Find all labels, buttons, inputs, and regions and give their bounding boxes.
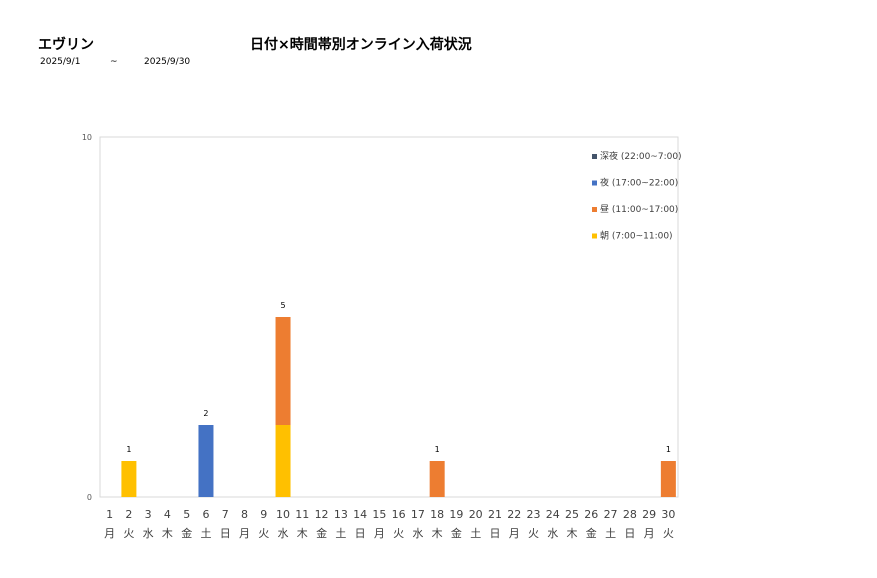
x-tick-day: 26 — [584, 508, 598, 521]
x-tick-day: 12 — [315, 508, 329, 521]
bar-segment — [275, 317, 291, 425]
x-tick-day: 21 — [488, 508, 502, 521]
x-tick-day: 25 — [565, 508, 579, 521]
x-axis: 1月2火3水4木5金6土7日8月9火10水11木12金13土14日15月16火1… — [104, 508, 675, 540]
legend-label: 深夜 (22:00~7:00) — [600, 150, 682, 162]
x-tick-day: 4 — [164, 508, 171, 521]
x-tick-day: 8 — [241, 508, 248, 521]
x-tick-weekday: 金 — [451, 526, 462, 540]
bar-segment — [275, 425, 291, 497]
x-tick-weekday: 日 — [355, 527, 366, 540]
bar-total-label: 1 — [435, 445, 440, 454]
bar-total-label: 5 — [280, 301, 285, 310]
x-tick-day: 10 — [276, 508, 290, 521]
date-separator: ~ — [110, 57, 118, 67]
page-title: 日付×時間帯別オンライン入荷状況 — [250, 37, 472, 53]
bar-segment — [429, 461, 445, 497]
x-tick-day: 9 — [260, 508, 267, 521]
bar-segment — [660, 461, 676, 497]
x-tick-day: 24 — [546, 508, 560, 521]
x-tick-day: 5 — [183, 508, 190, 521]
y-tick-label: 0 — [87, 493, 92, 502]
x-tick-day: 3 — [145, 508, 152, 521]
x-tick-day: 11 — [295, 508, 309, 521]
x-tick-day: 17 — [411, 508, 425, 521]
legend-label: 朝 (7:00~11:00) — [600, 231, 673, 242]
x-tick-weekday: 月 — [509, 527, 520, 540]
legend-swatch — [592, 154, 597, 159]
x-tick-weekday: 水 — [278, 527, 289, 540]
legend-swatch — [592, 180, 597, 186]
y-axis: 0 10 — [82, 133, 92, 502]
bars — [121, 317, 676, 497]
x-tick-weekday: 火 — [393, 527, 404, 540]
bar-segment — [198, 425, 214, 497]
x-tick-weekday: 月 — [239, 527, 250, 540]
x-tick-day: 23 — [527, 508, 541, 521]
date-from: 2025/9/1 — [40, 57, 81, 67]
x-tick-weekday: 木 — [162, 527, 173, 540]
x-tick-day: 7 — [222, 508, 229, 521]
x-tick-weekday: 木 — [297, 527, 308, 540]
x-tick-day: 1 — [106, 508, 113, 521]
x-tick-day: 16 — [392, 508, 406, 521]
x-tick-weekday: 水 — [412, 527, 423, 540]
x-tick-day: 27 — [604, 508, 618, 521]
bar-total-label: 2 — [203, 409, 208, 418]
store-name: エヴリン — [38, 37, 94, 53]
x-tick-day: 18 — [430, 508, 444, 521]
x-tick-weekday: 木 — [432, 527, 443, 540]
bar-total-label: 1 — [666, 445, 671, 454]
x-tick-weekday: 土 — [605, 527, 616, 540]
x-tick-day: 2 — [125, 508, 132, 521]
x-tick-day: 29 — [642, 508, 656, 521]
x-tick-weekday: 火 — [663, 527, 674, 540]
x-tick-day: 13 — [334, 508, 348, 521]
x-tick-weekday: 日 — [220, 527, 231, 540]
legend-swatch — [592, 233, 597, 239]
legend: 深夜 (22:00~7:00) 夜 (17:00~22:00) 昼 (11:00~1… — [592, 150, 682, 242]
x-tick-weekday: 土 — [335, 527, 346, 540]
legend-label: 昼 (11:00~17:00) — [600, 204, 678, 215]
x-tick-weekday: 金 — [316, 526, 327, 540]
legend-swatch — [592, 207, 597, 212]
x-tick-weekday: 火 — [528, 527, 539, 540]
plot-area — [99, 136, 679, 498]
bar-total-label: 1 — [126, 445, 131, 454]
x-tick-day: 30 — [661, 508, 675, 521]
y-tick-label: 10 — [82, 133, 92, 142]
x-tick-day: 19 — [449, 508, 463, 521]
x-tick-day: 28 — [623, 508, 637, 521]
legend-label: 夜 (17:00~22:00) — [600, 177, 678, 189]
x-tick-weekday: 金 — [586, 526, 597, 540]
x-tick-weekday: 月 — [374, 527, 385, 540]
x-tick-day: 15 — [372, 508, 386, 521]
x-tick-weekday: 月 — [644, 527, 655, 540]
x-tick-weekday: 火 — [123, 527, 134, 540]
x-tick-day: 6 — [202, 508, 209, 521]
x-tick-weekday: 日 — [489, 527, 500, 540]
x-tick-weekday: 水 — [143, 527, 154, 540]
x-tick-weekday: 火 — [258, 527, 269, 540]
x-tick-weekday: 金 — [181, 526, 192, 540]
x-tick-weekday: 日 — [624, 527, 635, 540]
date-to: 2025/9/30 — [144, 57, 191, 67]
x-tick-weekday: 土 — [200, 527, 211, 540]
bar-segment — [121, 461, 137, 497]
x-tick-day: 20 — [469, 508, 483, 521]
x-tick-day: 14 — [353, 508, 367, 521]
x-tick-weekday: 木 — [567, 527, 578, 540]
x-tick-weekday: 月 — [104, 527, 115, 540]
x-tick-day: 22 — [507, 508, 521, 521]
data-labels: 1 2 5 1 1 — [126, 301, 671, 454]
x-tick-weekday: 水 — [547, 527, 558, 540]
x-tick-weekday: 土 — [470, 527, 481, 540]
plot-border — [99, 136, 679, 498]
